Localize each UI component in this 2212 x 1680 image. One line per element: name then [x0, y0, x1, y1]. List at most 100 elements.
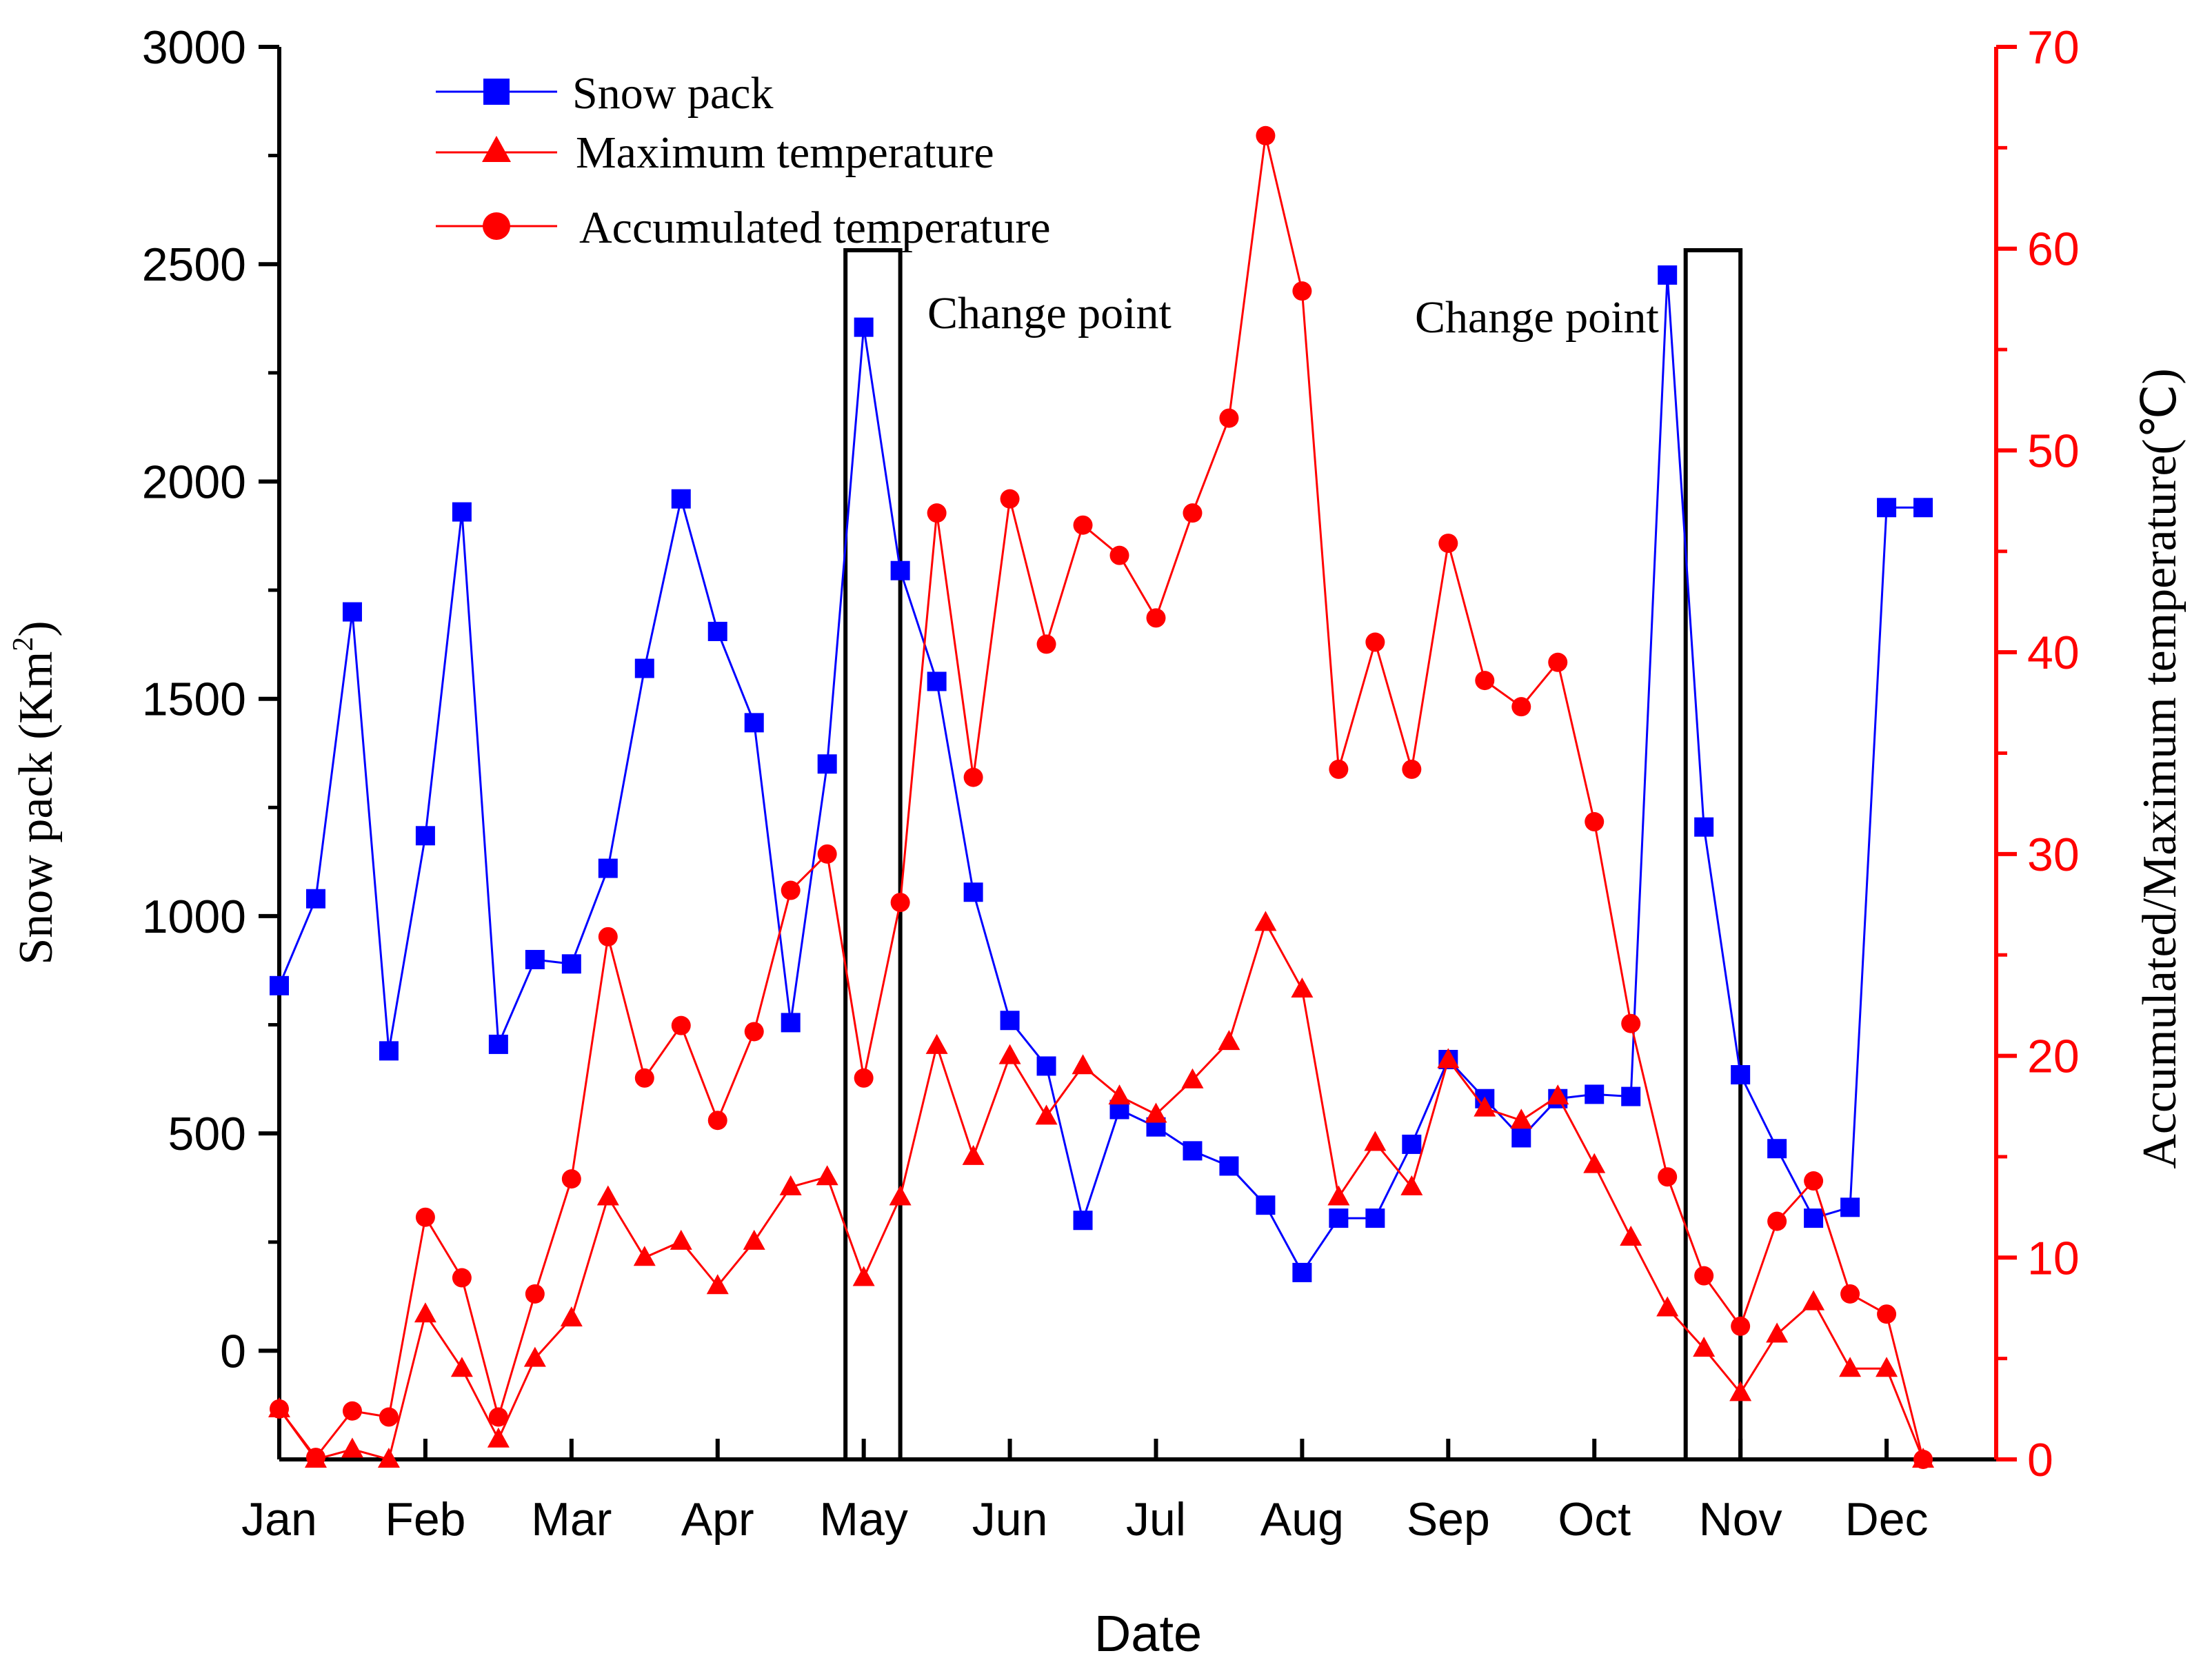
data-point-maximum-temperature [1510, 1109, 1533, 1129]
data-point-snow-pack [1877, 498, 1897, 518]
data-point-accumulated-temperature [1475, 671, 1495, 691]
data-point-maximum-temperature [1218, 1030, 1240, 1051]
data-point-snow-pack [707, 621, 727, 641]
legend: Snow pack Maximum temperature Accumulate… [436, 68, 1051, 253]
data-point-maximum-temperature [852, 1266, 875, 1286]
data-point-snow-pack [452, 502, 472, 522]
left-y-tick-label: 1500 [142, 674, 246, 726]
data-point-accumulated-temperature [1146, 608, 1166, 628]
right-y-tick-label: 60 [2027, 223, 2080, 276]
data-point-accumulated-temperature [927, 503, 947, 523]
left-y-axis-title-end: ) [10, 620, 63, 636]
series-line-snow-pack [278, 274, 1924, 1275]
data-point-snow-pack [488, 1034, 508, 1054]
data-point-accumulated-temperature [1804, 1171, 1824, 1191]
legend-label-maximum-temperature: Maximum temperature [576, 128, 994, 178]
data-point-accumulated-temperature [342, 1401, 362, 1421]
right-y-tick-label: 40 [2027, 627, 2080, 679]
data-point-accumulated-temperature [1840, 1284, 1860, 1304]
data-point-maximum-temperature [1766, 1322, 1789, 1343]
data-point-maximum-temperature [1876, 1357, 1898, 1377]
data-point-maximum-temperature [1474, 1096, 1496, 1117]
data-point-maximum-temperature [1802, 1290, 1825, 1310]
right-y-axis-ticks: 70 60 50 40 30 20 10 0 [1996, 21, 2080, 1486]
data-point-snow-pack [1840, 1197, 1860, 1217]
data-point-maximum-temperature [523, 1346, 546, 1367]
left-y-tick-label: 1000 [142, 891, 246, 943]
data-point-snow-pack [1694, 817, 1714, 837]
data-point-accumulated-temperature [1694, 1266, 1714, 1286]
data-point-accumulated-temperature [744, 1022, 764, 1042]
data-point-snow-pack [1621, 1086, 1641, 1106]
data-point-accumulated-temperature [1000, 489, 1020, 509]
x-tick-label: Feb [385, 1493, 465, 1546]
data-point-accumulated-temperature [270, 1399, 289, 1419]
data-point-maximum-temperature [743, 1229, 765, 1250]
data-point-snow-pack [1329, 1208, 1349, 1228]
data-point-accumulated-temperature [1548, 652, 1568, 672]
data-point-maximum-temperature [998, 1044, 1021, 1064]
left-y-axis-ticks: 3000 2500 2000 1500 1000 500 0 [142, 21, 279, 1377]
data-point-maximum-temperature [560, 1306, 583, 1327]
x-tick-label: Apr [681, 1493, 754, 1546]
right-y-tick-label: 50 [2027, 425, 2080, 477]
data-point-snow-pack [1913, 498, 1933, 518]
data-point-snow-pack [1073, 1211, 1093, 1231]
data-point-maximum-temperature [1254, 911, 1277, 931]
data-point-accumulated-temperature [415, 1207, 435, 1227]
x-tick-label: Aug [1260, 1493, 1344, 1546]
data-point-maximum-temperature [1364, 1131, 1387, 1151]
data-point-snow-pack [781, 1013, 801, 1033]
data-point-snow-pack [1804, 1208, 1824, 1228]
data-point-snow-pack [1767, 1139, 1787, 1159]
data-point-snow-pack [598, 858, 618, 878]
data-point-snow-pack [379, 1041, 399, 1061]
data-point-snow-pack [1511, 1128, 1531, 1148]
data-point-accumulated-temperature [1621, 1013, 1641, 1033]
data-point-snow-pack [1292, 1262, 1312, 1282]
data-point-snow-pack [305, 889, 325, 909]
data-point-maximum-temperature [1583, 1153, 1606, 1173]
legend-item-snow-pack: Snow pack [436, 68, 773, 119]
data-point-accumulated-temperature [1658, 1167, 1678, 1187]
data-point-snow-pack [817, 754, 837, 774]
data-point-snow-pack [415, 826, 435, 846]
legend-item-accumulated-temperature: Accumulated temperature [436, 203, 1051, 253]
data-point-accumulated-temperature [1256, 125, 1276, 145]
data-point-accumulated-temperature [598, 927, 618, 947]
data-point-snow-pack [963, 882, 983, 902]
data-point-maximum-temperature [1035, 1104, 1058, 1125]
data-point-accumulated-temperature [1292, 281, 1312, 301]
data-point-maximum-temperature [1839, 1357, 1862, 1377]
data-point-snow-pack [1585, 1084, 1605, 1104]
x-tick-label: Sep [1407, 1493, 1490, 1546]
data-point-accumulated-temperature [379, 1407, 399, 1427]
data-point-accumulated-temperature [1183, 503, 1203, 523]
data-point-maximum-temperature [1437, 1048, 1460, 1069]
data-point-snow-pack [1731, 1065, 1751, 1085]
data-point-maximum-temperature [925, 1033, 948, 1054]
data-point-accumulated-temperature [671, 1015, 691, 1035]
data-point-snow-pack [270, 975, 289, 995]
right-y-tick-label: 20 [2027, 1031, 2080, 1083]
x-tick-label: Oct [1558, 1493, 1631, 1546]
series-layer [268, 125, 1935, 1469]
data-point-accumulated-temperature [781, 880, 801, 900]
x-tick-label: Jun [972, 1493, 1048, 1546]
change-point-box [843, 248, 903, 1461]
data-point-snow-pack [1183, 1141, 1203, 1161]
data-point-snow-pack [1402, 1134, 1422, 1154]
legend-item-maximum-temperature: Maximum temperature [436, 128, 994, 178]
x-tick-label: Mar [531, 1493, 612, 1546]
data-point-accumulated-temperature [1219, 408, 1239, 428]
data-point-accumulated-temperature [1109, 545, 1129, 565]
data-point-accumulated-temperature [634, 1068, 654, 1088]
left-y-axis-title-superscript: 2 [8, 637, 39, 651]
right-y-tick-label: 0 [2027, 1434, 2053, 1486]
left-y-axis-title: Snow pack (Km2) [8, 620, 63, 964]
data-point-accumulated-temperature [561, 1169, 581, 1189]
left-y-tick-label: 500 [168, 1108, 246, 1160]
data-point-snow-pack [1000, 1011, 1020, 1031]
right-y-tick-label: 10 [2027, 1232, 2080, 1284]
series-line-accumulated-temperature [278, 135, 1924, 1460]
